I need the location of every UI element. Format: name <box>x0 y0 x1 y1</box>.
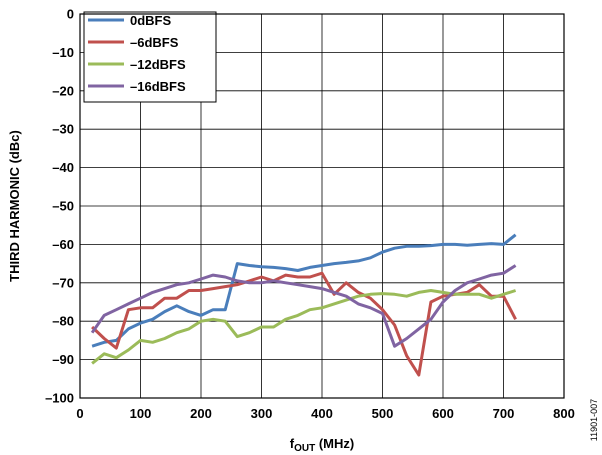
legend-label: 0dBFS <box>130 13 172 28</box>
legend-label: –16dBFS <box>130 79 186 94</box>
y-tick-label: –60 <box>52 237 74 252</box>
plot-frame <box>79 13 565 399</box>
x-tick-label: 500 <box>372 406 394 421</box>
legend: 0dBFS –6dBFS –12dBFS –16dBFS <box>83 11 217 103</box>
x-tick-label: 200 <box>190 406 212 421</box>
y-axis-label: THIRD HARMONIC (dBc) <box>7 130 22 282</box>
x-axis-label-unit: (MHz) <box>315 436 354 451</box>
y-tick-label: –30 <box>52 122 74 137</box>
y-tick-label: –40 <box>52 160 74 175</box>
series-line-3 <box>90 264 517 348</box>
x-tick-label: 100 <box>130 406 152 421</box>
y-tick-label: –80 <box>52 314 74 329</box>
legend-box <box>83 11 217 103</box>
x-tick-label: 600 <box>432 406 454 421</box>
x-axis-label-subscript: OUT <box>294 443 315 454</box>
series-line-1 <box>91 271 517 377</box>
legend-label: –12dBFS <box>130 57 186 72</box>
y-tick-label: –20 <box>52 83 74 98</box>
x-axis-label-main: f <box>290 436 295 451</box>
y-tick-label: –10 <box>52 45 74 60</box>
y-tick-label: –90 <box>52 352 74 367</box>
y-tick-label: 0 <box>67 7 74 22</box>
x-tick-label: 300 <box>251 406 273 421</box>
legend-label: –6dBFS <box>130 35 179 50</box>
x-tick-label: 800 <box>553 406 575 421</box>
x-tick-label: 0 <box>76 406 83 421</box>
x-tick-label: 700 <box>493 406 515 421</box>
x-tick-label: 400 <box>311 406 333 421</box>
series-line-0 <box>91 233 517 348</box>
y-tick-label: –50 <box>52 199 74 214</box>
figure-id: 11901-007 <box>589 399 599 441</box>
tick-labels: 0 100 200 300 400 500 600 700 800 0 –10 –20 –30 –40 –5… <box>45 7 575 422</box>
y-tick-label: –100 <box>45 391 74 406</box>
y-tick-label: –70 <box>52 275 74 290</box>
series-line-2 <box>91 289 517 365</box>
series-lines <box>90 233 517 377</box>
x-axis-label: fOUT (MHz) <box>290 436 354 454</box>
